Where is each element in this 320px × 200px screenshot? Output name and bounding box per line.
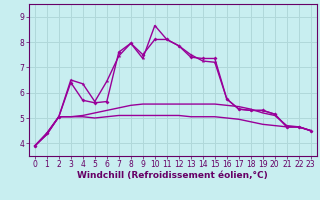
X-axis label: Windchill (Refroidissement éolien,°C): Windchill (Refroidissement éolien,°C) [77, 171, 268, 180]
